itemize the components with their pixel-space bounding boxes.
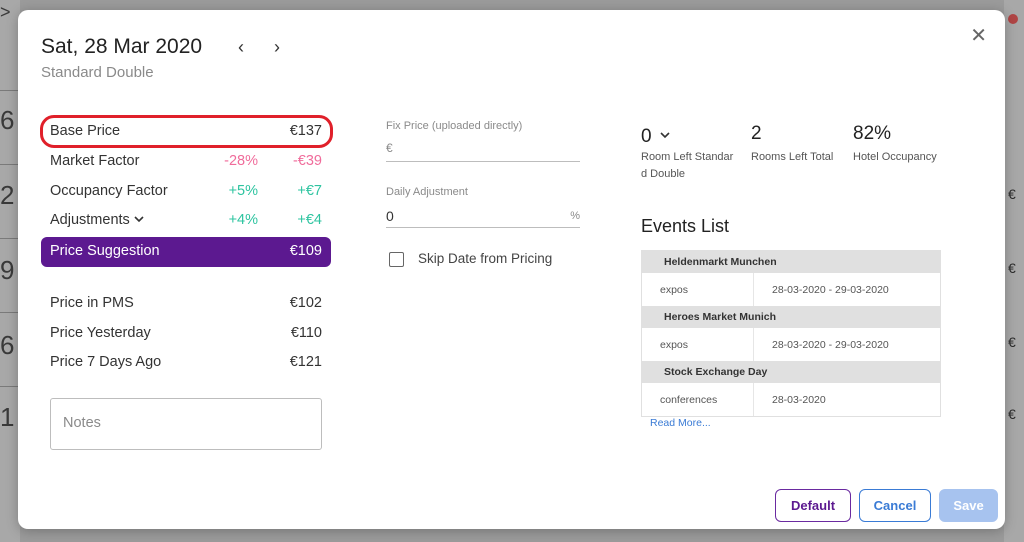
skip-date-checkbox[interactable] xyxy=(389,252,404,267)
room-left-label-line: Room Left Standar xyxy=(641,151,734,163)
room-left-label-line: d Double xyxy=(641,168,686,180)
market-factor-percent: -28% xyxy=(224,153,258,169)
background-divider xyxy=(0,238,20,239)
euro-prefix: € xyxy=(386,141,393,155)
rooms-left-total-label: Rooms Left Total xyxy=(751,151,834,163)
occupancy-factor-amount: +€7 xyxy=(297,183,322,199)
price-7-days-ago-row: Price 7 Days Ago €121 xyxy=(50,352,322,374)
occupancy-factor-label: Occupancy Factor xyxy=(50,183,168,199)
cell-divider xyxy=(753,383,754,416)
price-in-pms-label: Price in PMS xyxy=(50,295,134,311)
price-suggestion-label: Price Suggestion xyxy=(50,243,160,259)
event-name: Heroes Market Munich xyxy=(642,306,940,328)
market-factor-amount: -€39 xyxy=(292,153,322,169)
occupancy-factor-percent: +5% xyxy=(228,183,258,199)
event-category: conferences xyxy=(660,394,718,406)
percent-suffix: % xyxy=(570,210,580,222)
base-price-row: Base Price €137 xyxy=(50,121,322,143)
event-detail-row: conferences 28-03-2020 xyxy=(642,383,940,416)
price-yesterday-label: Price Yesterday xyxy=(50,325,151,341)
background-glyph: 2 xyxy=(0,180,15,210)
adjustments-row[interactable]: Adjustments +4% +€4 xyxy=(50,210,322,232)
daily-adjustment-label: Daily Adjustment xyxy=(386,186,468,198)
cancel-button[interactable]: Cancel xyxy=(859,489,931,522)
price-yesterday-row: Price Yesterday €110 xyxy=(50,323,322,345)
background-divider xyxy=(0,312,20,313)
skip-date-label[interactable]: Skip Date from Pricing xyxy=(418,251,553,266)
save-button[interactable]: Save xyxy=(939,489,998,522)
event-dates: 28-03-2020 xyxy=(772,394,826,406)
background-glyph: € xyxy=(1008,260,1016,276)
price-yesterday-value: €110 xyxy=(290,325,322,341)
daily-adjustment-input[interactable]: 0 % xyxy=(386,204,580,228)
background-glyph: € xyxy=(1008,406,1016,422)
event-detail-row: expos 28-03-2020 - 29-03-2020 xyxy=(642,273,940,306)
events-table: Heldenmarkt Munchen expos 28-03-2020 - 2… xyxy=(641,250,941,417)
background-glyph: 9 xyxy=(0,255,15,285)
event-dates: 28-03-2020 - 29-03-2020 xyxy=(772,284,889,296)
background-divider xyxy=(0,386,20,387)
rooms-left-total-value: 2 xyxy=(751,123,762,144)
background-divider xyxy=(0,164,20,165)
adjustments-amount: +€4 xyxy=(297,212,322,228)
event-category: expos xyxy=(660,284,689,296)
background-glyph: 1 xyxy=(0,402,15,432)
background-glyph: 6 xyxy=(0,105,15,135)
market-factor-label: Market Factor xyxy=(50,153,140,169)
event-dates: 28-03-2020 - 29-03-2020 xyxy=(772,339,889,351)
fix-price-label: Fix Price (uploaded directly) xyxy=(386,120,523,132)
room-left-label: Room Left Standar d Double xyxy=(641,149,733,183)
background-right-column xyxy=(1004,0,1024,542)
cell-divider xyxy=(753,328,754,361)
base-price-value: €137 xyxy=(289,123,322,139)
chevron-down-icon[interactable] xyxy=(134,212,144,226)
background-glyph: € xyxy=(1008,334,1016,350)
chevron-down-icon[interactable] xyxy=(660,123,670,145)
cell-divider xyxy=(753,273,754,306)
price-suggestion-value: €109 xyxy=(289,243,322,259)
room-type-subtitle: Standard Double xyxy=(41,64,154,81)
room-left-dropdown[interactable]: 0 xyxy=(641,123,670,148)
fix-price-input[interactable]: € xyxy=(386,138,580,162)
event-category: expos xyxy=(660,339,689,351)
event-name: Stock Exchange Day xyxy=(642,361,940,383)
room-left-value: 0 xyxy=(641,126,652,147)
hotel-occupancy-value: 82% xyxy=(853,123,892,144)
base-price-label: Base Price xyxy=(50,123,121,139)
adjustments-toggle[interactable]: Adjustments xyxy=(50,212,144,228)
event-detail-row: expos 28-03-2020 - 29-03-2020 xyxy=(642,328,940,361)
base-price-highlight xyxy=(40,115,333,148)
price-in-pms-row: Price in PMS €102 xyxy=(50,293,322,315)
background-glyph: > xyxy=(0,2,11,22)
event-name: Heldenmarkt Munchen xyxy=(642,251,940,273)
daily-adjustment-value: 0 xyxy=(386,208,394,224)
price-7-days-ago-value: €121 xyxy=(289,354,322,370)
background-left-column xyxy=(0,0,20,542)
price-7-days-ago-label: Price 7 Days Ago xyxy=(50,354,162,370)
events-list-title: Events List xyxy=(641,216,730,236)
hotel-occupancy-label: Hotel Occupancy xyxy=(853,151,937,163)
adjustments-percent: +4% xyxy=(228,212,258,228)
default-button[interactable]: Default xyxy=(775,489,851,522)
modal-date-title: Sat, 28 Mar 2020 xyxy=(41,35,203,58)
next-date-icon[interactable]: › xyxy=(274,37,280,57)
close-icon[interactable]: ✕ xyxy=(970,25,987,47)
adjustments-label: Adjustments xyxy=(50,212,130,228)
price-in-pms-value: €102 xyxy=(289,295,322,311)
previous-date-icon[interactable]: ‹ xyxy=(238,37,244,57)
market-factor-row: Market Factor -28% -€39 xyxy=(50,151,322,173)
background-glyph: € xyxy=(1008,186,1016,202)
background-status-dot xyxy=(1008,14,1018,24)
occupancy-factor-row: Occupancy Factor +5% +€7 xyxy=(50,181,322,203)
price-suggestion-bar: Price Suggestion €109 xyxy=(41,237,331,267)
background-glyph: 6 xyxy=(0,330,15,360)
background-divider xyxy=(0,90,20,91)
notes-field[interactable]: Notes xyxy=(50,398,322,450)
date-detail-modal: Sat, 28 Mar 2020 ‹ › Standard Double ✕ B… xyxy=(18,10,1005,529)
read-more-link[interactable]: Read More... xyxy=(650,417,711,429)
